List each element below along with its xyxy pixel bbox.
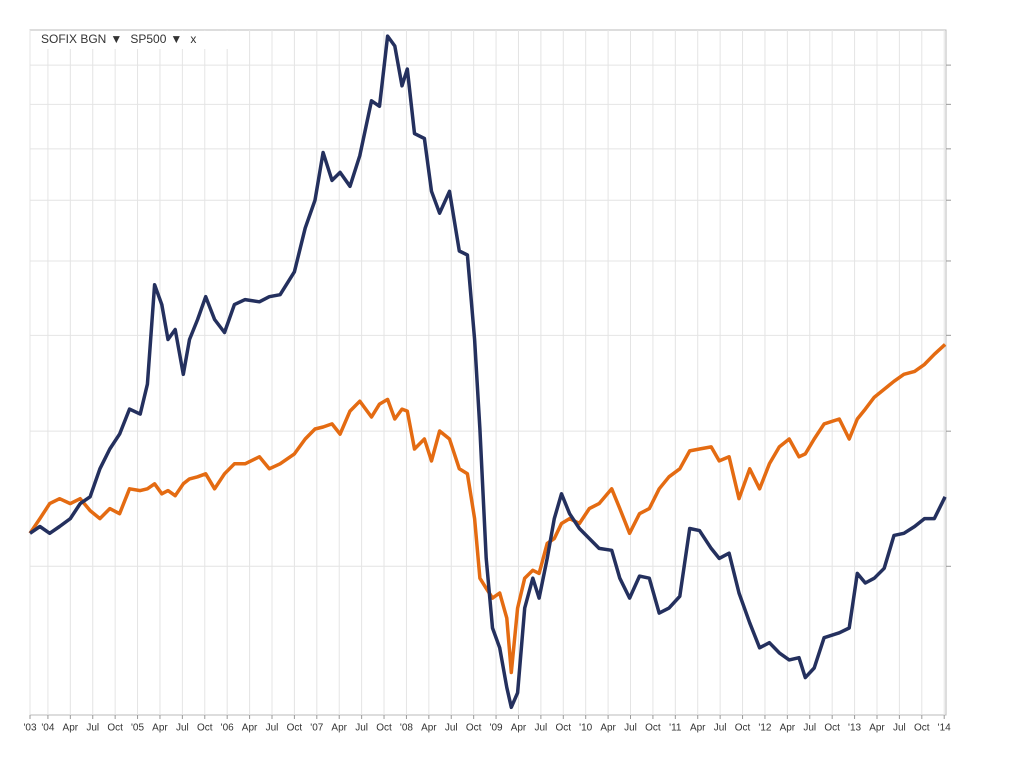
x-tick-label: Apr xyxy=(690,723,706,734)
series-line xyxy=(29,34,947,710)
legend-dropdown[interactable]: ▼ xyxy=(170,32,182,46)
x-tick-label: Oct xyxy=(466,723,482,734)
legend-close[interactable]: x xyxy=(190,32,196,46)
x-tick-label: '12 xyxy=(758,723,771,734)
series-line xyxy=(28,343,947,675)
x-tick-label: Oct xyxy=(287,723,303,734)
x-tick-label: Apr xyxy=(869,723,885,734)
x-tick-label: '05 xyxy=(131,723,144,734)
x-tick-label: Apr xyxy=(152,723,168,734)
x-tick-label: Jul xyxy=(534,723,547,734)
x-tick-label: Jul xyxy=(624,723,637,734)
x-tick-label: Oct xyxy=(556,723,572,734)
legend-label[interactable]: SP500 xyxy=(130,32,166,46)
x-tick-label: Jul xyxy=(445,723,458,734)
x-tick-label: '07 xyxy=(310,723,323,734)
x-tick-label: Apr xyxy=(780,723,796,734)
x-tick-label: '04 xyxy=(41,723,54,734)
x-tick-label: Jul xyxy=(266,723,279,734)
legend: SOFIX BGN ▼ SP500 ▼ x xyxy=(33,31,238,49)
x-tick-label: '08 xyxy=(400,723,413,734)
x-tick-label: Apr xyxy=(331,723,347,734)
x-tick-label: Oct xyxy=(735,723,751,734)
x-tick-label: Apr xyxy=(63,723,79,734)
legend-dropdown[interactable]: ▼ xyxy=(110,32,122,46)
x-tick-label: Oct xyxy=(376,723,392,734)
x-tick-label: Oct xyxy=(197,723,213,734)
x-tick-label: Oct xyxy=(914,723,930,734)
x-tick-label: Oct xyxy=(107,723,123,734)
x-tick-label: Oct xyxy=(645,723,661,734)
x-tick-label: Jul xyxy=(893,723,906,734)
x-tick-label: '13 xyxy=(848,723,861,734)
x-tick-label: '03 xyxy=(23,723,36,734)
x-tick-label: Apr xyxy=(600,723,616,734)
x-tick-label: Apr xyxy=(511,723,527,734)
x-tick-label: Jul xyxy=(714,723,727,734)
x-tick-label: '10 xyxy=(579,723,592,734)
x-tick-label: Apr xyxy=(242,723,258,734)
legend-box xyxy=(33,31,238,49)
x-tick-label: Jul xyxy=(176,723,189,734)
legend-label[interactable]: SOFIX BGN xyxy=(41,32,106,46)
x-tick-label: Jul xyxy=(355,723,368,734)
x-tick-label: Apr xyxy=(421,723,437,734)
x-tick-label: Jul xyxy=(803,723,816,734)
lines xyxy=(28,34,947,710)
x-tick-label: '09 xyxy=(490,723,503,734)
x-tick-label: '11 xyxy=(669,723,682,734)
x-tick-label: '14 xyxy=(938,723,951,734)
x-tick-label: Jul xyxy=(86,723,99,734)
x-tick-label: '06 xyxy=(221,723,234,734)
plot-area xyxy=(29,29,947,716)
x-tick-label: Oct xyxy=(824,723,840,734)
